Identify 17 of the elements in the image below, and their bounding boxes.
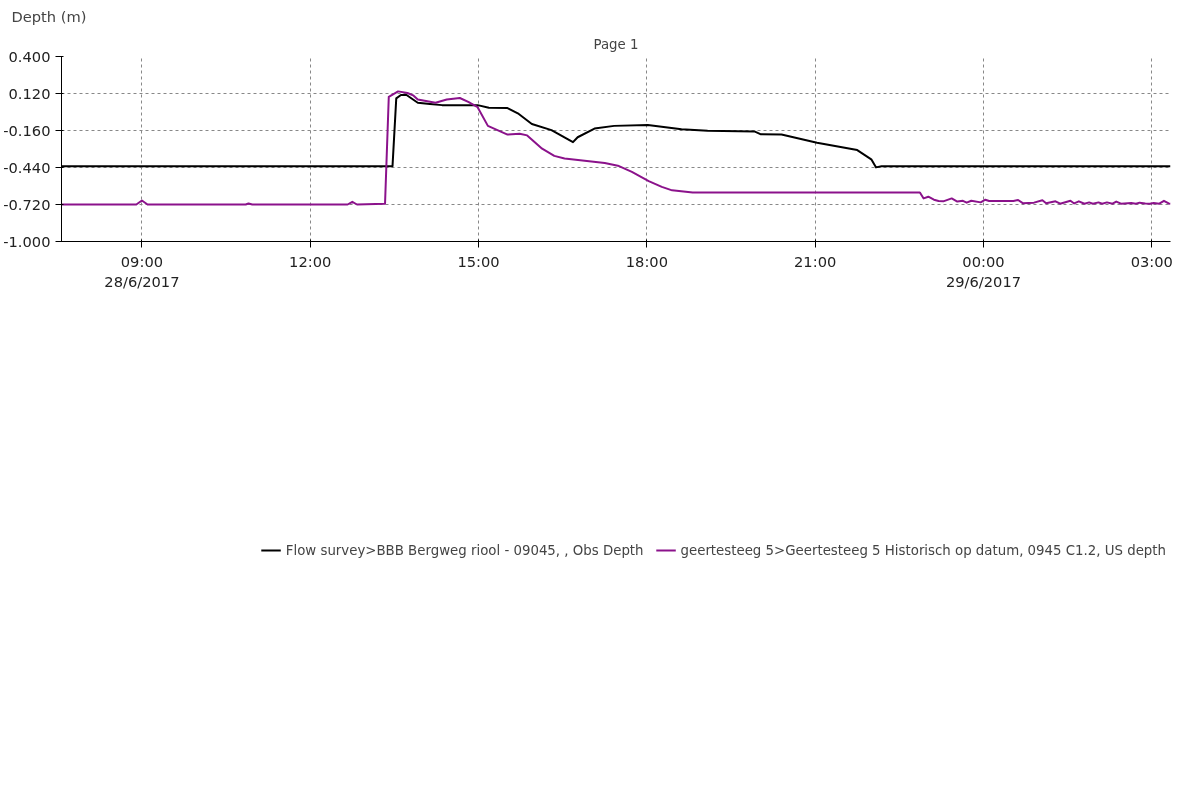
x-tick-label: 00:00 29/6/2017: [945, 252, 1022, 290]
chart-title: Page 1: [593, 36, 639, 52]
y-tick-label: -0.160: [3, 121, 51, 139]
x-tick-label: 09:00 28/6/2017: [104, 252, 180, 290]
x-tick-label: 12:00: [289, 252, 332, 270]
x-tick-label: 03:00: [1130, 252, 1173, 270]
x-tick-label: 15:00: [457, 252, 500, 270]
legend-label: geertesteeg 5>Geertesteeg 5 Historisch op datum, 0945 C1.2, US depth: [680, 542, 1166, 558]
y-tick-label: -0.720: [3, 195, 51, 213]
y-tick-label: 0.120: [8, 84, 51, 102]
y-tick-label: 0.400: [8, 47, 51, 65]
x-tick-label: 21:00: [794, 252, 837, 270]
y-tick-label: -0.440: [3, 158, 51, 176]
legend-label: Flow survey>BBB Bergweg riool - 09045, , Obs Depth: [285, 542, 644, 558]
y-tick-label: -1.000: [3, 232, 51, 250]
x-tick-label: 18:00: [625, 252, 668, 270]
y-axis-title: Depth (m): [11, 7, 87, 25]
